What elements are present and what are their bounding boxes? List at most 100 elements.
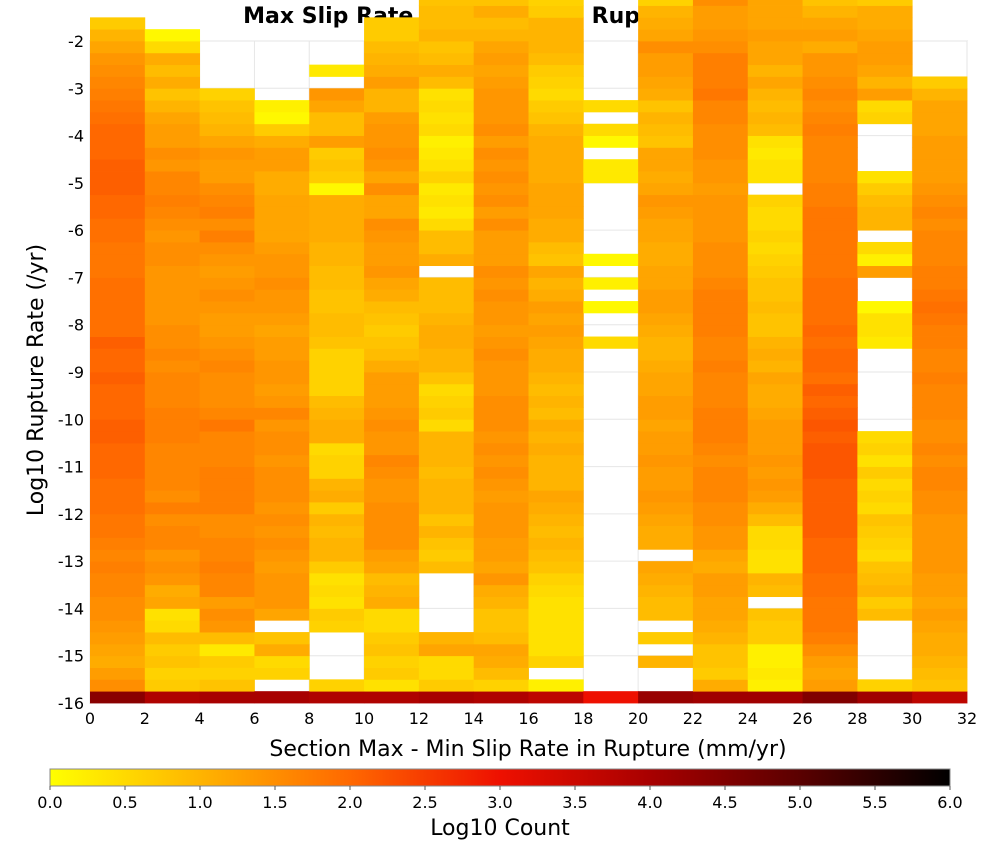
- heatmap-cell: [199, 147, 255, 160]
- heatmap-cell: [309, 265, 365, 278]
- heatmap-cell: [199, 596, 255, 609]
- heatmap-cell: [364, 29, 420, 42]
- heatmap-cell: [254, 572, 310, 586]
- heatmap-cell: [912, 395, 968, 408]
- heatmap-cell: [144, 419, 201, 432]
- heatmap-cell: [473, 88, 529, 101]
- heatmap-cell: [692, 159, 749, 172]
- heatmap-cell: [912, 608, 968, 621]
- heatmap-cell: [692, 584, 749, 598]
- heatmap-cell: [912, 584, 968, 598]
- heatmap-cell: [473, 632, 529, 645]
- heatmap-cell: [638, 289, 694, 302]
- heatmap-cell: [199, 478, 255, 491]
- heatmap-cell: [364, 218, 420, 231]
- heatmap-cell: [199, 218, 255, 231]
- heatmap-cell: [90, 230, 146, 243]
- y-tick-label: -5: [68, 174, 84, 193]
- heatmap-cell: [90, 478, 146, 491]
- heatmap-cell: [912, 549, 968, 562]
- heatmap-cell: [418, 478, 475, 491]
- heatmap-cell: [528, 194, 584, 207]
- heatmap-cell: [692, 442, 749, 456]
- heatmap-cell: [528, 182, 584, 196]
- colorbar-tick-label: 0.0: [37, 793, 62, 812]
- heatmap-cell: [144, 41, 201, 54]
- heatmap-cell: [364, 596, 420, 609]
- heatmap-cell: [802, 230, 858, 243]
- heatmap-cell: [144, 395, 201, 408]
- heatmap-cell: [309, 549, 365, 562]
- heatmap-cell: [857, 549, 913, 562]
- heatmap-cell: [418, 667, 475, 680]
- heatmap-cell: [144, 407, 201, 420]
- heatmap-cell: [199, 584, 255, 598]
- heatmap-cell: [912, 407, 968, 420]
- heatmap-cell: [528, 561, 584, 574]
- heatmap-cell: [254, 147, 310, 160]
- heatmap-cell: [747, 230, 803, 243]
- heatmap-cell: [802, 147, 858, 160]
- y-axis-label: Log10 Rupture Rate (/yr): [24, 244, 49, 516]
- heatmap-cell: [692, 241, 749, 255]
- heatmap-cell: [144, 135, 201, 148]
- heatmap-cell: [364, 17, 420, 30]
- heatmap-cell: [144, 667, 201, 680]
- heatmap-cell: [90, 466, 146, 479]
- heatmap-cell: [638, 655, 694, 668]
- heatmap-cell: [912, 123, 968, 136]
- heatmap-cell: [857, 431, 913, 444]
- heatmap-cell: [418, 253, 475, 267]
- heatmap-cell: [254, 336, 310, 349]
- heatmap-cell: [364, 301, 420, 314]
- heatmap-cell: [199, 348, 255, 361]
- heatmap-cell: [583, 135, 639, 148]
- heatmap-cell: [90, 395, 146, 408]
- heatmap-cell: [473, 289, 529, 302]
- heatmap-cell: [364, 584, 420, 598]
- heatmap-cell: [418, 289, 475, 302]
- heatmap-cell: [309, 596, 365, 609]
- heatmap-cell: [199, 372, 255, 385]
- heatmap-cell: [857, 679, 913, 692]
- heatmap-cell: [638, 419, 694, 432]
- heatmap-cell: [364, 253, 420, 267]
- heatmap-cell: [364, 679, 420, 692]
- heatmap-cell: [90, 407, 146, 420]
- heatmap-cell: [254, 561, 310, 574]
- heatmap-cell: [802, 241, 858, 255]
- heatmap-cell: [857, 525, 913, 538]
- heatmap-cell: [638, 502, 694, 515]
- heatmap-cell: [802, 549, 858, 562]
- heatmap-cell: [90, 383, 146, 397]
- heatmap-cell: [418, 691, 475, 704]
- heatmap-cell: [309, 241, 365, 255]
- heatmap-cell: [309, 135, 365, 148]
- heatmap-cell: [199, 336, 255, 349]
- heatmap-cell: [364, 431, 420, 444]
- heatmap-cell: [144, 324, 201, 337]
- heatmap-cell: [90, 679, 146, 692]
- x-tick-label: 22: [683, 709, 703, 728]
- heatmap-cell: [309, 218, 365, 231]
- heatmap-cell: [638, 691, 694, 704]
- heatmap-cell: [254, 632, 310, 645]
- x-tick-label: 4: [195, 709, 205, 728]
- heatmap-cell: [692, 289, 749, 302]
- heatmap-cell: [638, 159, 694, 172]
- heatmap-cell: [144, 147, 201, 160]
- heatmap-cell: [857, 502, 913, 515]
- heatmap-cell: [473, 667, 529, 680]
- heatmap-cell: [418, 324, 475, 337]
- heatmap-cell: [90, 277, 146, 290]
- heatmap-cell: [692, 348, 749, 361]
- heatmap-cell: [912, 572, 968, 586]
- heatmap-cell: [912, 230, 968, 243]
- heatmap-cell: [364, 502, 420, 515]
- heatmap-cell: [528, 41, 584, 54]
- heatmap-cell: [528, 478, 584, 491]
- heatmap-cell: [90, 17, 146, 30]
- heatmap-cell: [418, 383, 475, 397]
- heatmap-cell: [802, 159, 858, 172]
- heatmap-cell: [912, 348, 968, 361]
